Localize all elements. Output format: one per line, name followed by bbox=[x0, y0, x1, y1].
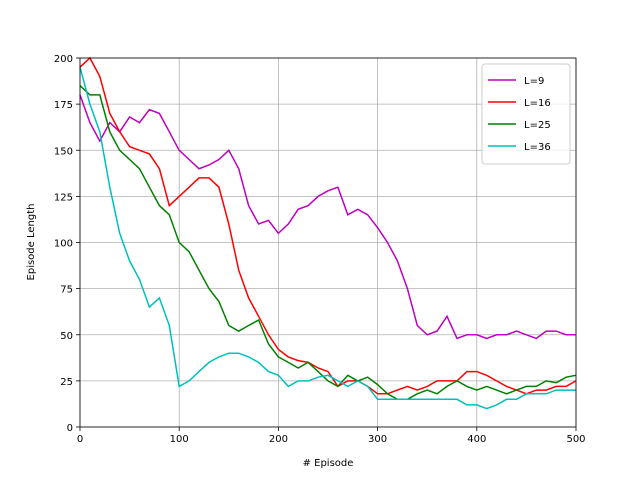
series-line bbox=[79, 67, 576, 410]
legend-label: L=36 bbox=[524, 142, 551, 153]
y-axis-label: Episode Length bbox=[26, 204, 37, 281]
y-tick-label: 125 bbox=[54, 192, 73, 203]
series-line bbox=[79, 56, 577, 395]
y-tick-label: 100 bbox=[54, 239, 73, 250]
y-tick-label: 50 bbox=[60, 331, 73, 342]
legend-label: L=16 bbox=[524, 98, 551, 109]
y-tick-label: 175 bbox=[54, 100, 73, 111]
x-tick-label: 200 bbox=[269, 434, 288, 445]
series-line bbox=[79, 94, 576, 340]
legend-label: L=25 bbox=[524, 120, 551, 131]
plot-frame bbox=[79, 57, 577, 428]
x-tick-label: 500 bbox=[566, 434, 585, 445]
y-tick-label: 200 bbox=[54, 54, 73, 65]
y-tick-label: 25 bbox=[60, 377, 73, 388]
series-line bbox=[79, 85, 577, 401]
y-tick-label: 0 bbox=[67, 423, 73, 434]
legend-box bbox=[481, 63, 571, 165]
x-axis-label: # Episode bbox=[303, 458, 354, 469]
x-tick-label: 300 bbox=[368, 434, 387, 445]
y-tick-label: 75 bbox=[60, 285, 73, 296]
legend-label: L=9 bbox=[524, 76, 544, 87]
y-tick-label: 150 bbox=[54, 146, 73, 157]
x-tick-label: 100 bbox=[170, 434, 189, 445]
x-tick-label: 400 bbox=[467, 434, 486, 445]
x-tick-label: 0 bbox=[77, 434, 83, 445]
